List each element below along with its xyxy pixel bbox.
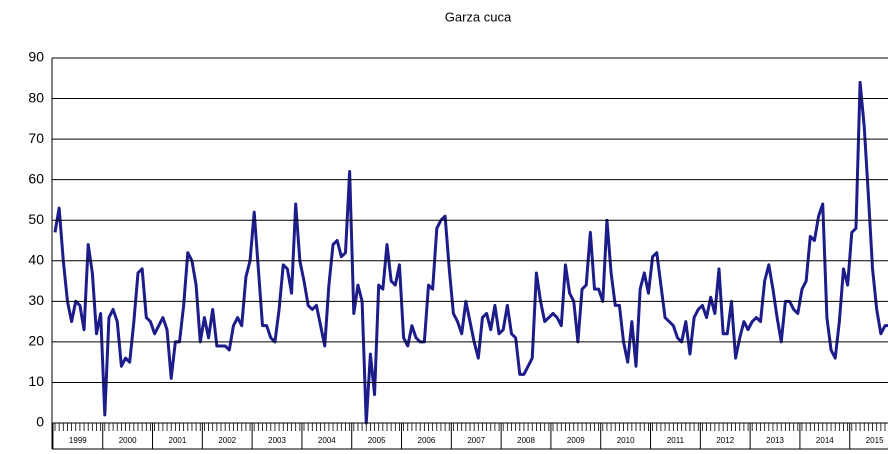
- x-tick-label: 2007: [467, 436, 485, 445]
- y-tick-label: 30: [28, 292, 44, 308]
- x-tick-label: 2010: [617, 436, 635, 445]
- x-tick-label: 2000: [119, 436, 137, 445]
- x-tick-label: 2002: [218, 436, 236, 445]
- x-tick-label: 2008: [517, 436, 535, 445]
- x-tick-label: 2003: [268, 436, 286, 445]
- data-line: [53, 80, 888, 425]
- x-tick-label: 2012: [716, 436, 734, 445]
- y-tick-label: 80: [28, 89, 44, 105]
- x-tick-label: 2009: [567, 436, 585, 445]
- x-tick-label: 2014: [816, 436, 834, 445]
- y-tick-label: 10: [28, 373, 44, 389]
- x-tick-label: 1999: [69, 436, 87, 445]
- x-tick-label: 2011: [667, 436, 685, 445]
- chart-title: Garza cuca: [445, 9, 512, 24]
- y-tick-label: 50: [28, 211, 44, 227]
- y-tick-label: 60: [28, 170, 44, 186]
- x-tick-label: 2005: [368, 436, 386, 445]
- x-tick-label: 2006: [418, 436, 436, 445]
- x-tick-label: 2004: [318, 436, 336, 445]
- y-tick-label: 40: [28, 251, 44, 267]
- y-tick-label: 90: [28, 49, 44, 65]
- y-tick-label: 70: [28, 130, 44, 146]
- x-tick-label: 2015: [866, 436, 884, 445]
- plot: 1999 2000 2001 2002 2003 2004 2005 2006 2007 2008…: [52, 80, 888, 449]
- x-tick-label: 2013: [766, 436, 784, 445]
- y-tick-label: 0: [36, 414, 44, 430]
- y-tick-label: 20: [28, 333, 44, 349]
- x-tick-label: 2001: [169, 436, 187, 445]
